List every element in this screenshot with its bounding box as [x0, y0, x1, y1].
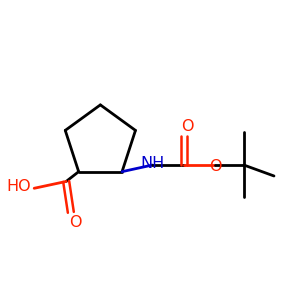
- Text: NH: NH: [140, 156, 164, 171]
- Text: O: O: [181, 119, 193, 134]
- Text: HO: HO: [7, 179, 31, 194]
- Text: O: O: [209, 159, 221, 174]
- Text: O: O: [70, 215, 82, 230]
